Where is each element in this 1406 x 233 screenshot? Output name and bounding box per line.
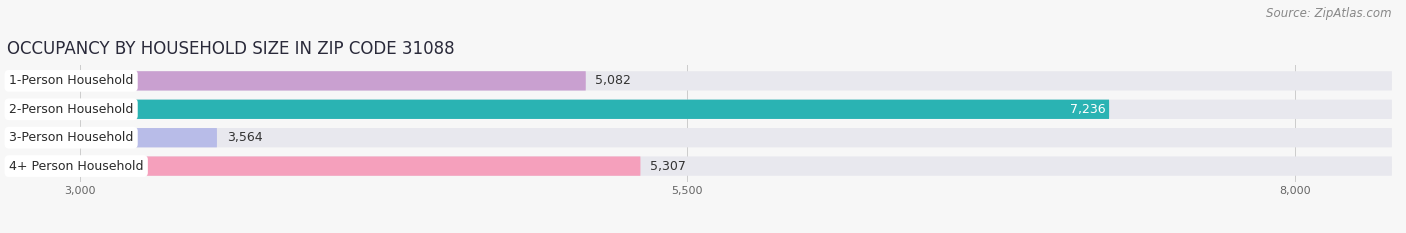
Text: 5,082: 5,082 <box>596 74 631 87</box>
Text: 3-Person Household: 3-Person Household <box>8 131 134 144</box>
FancyBboxPatch shape <box>7 156 1392 176</box>
FancyBboxPatch shape <box>7 71 1392 91</box>
FancyBboxPatch shape <box>7 128 217 147</box>
Text: 4+ Person Household: 4+ Person Household <box>8 160 143 173</box>
FancyBboxPatch shape <box>7 100 1392 119</box>
FancyBboxPatch shape <box>7 100 1109 119</box>
Text: 3,564: 3,564 <box>226 131 263 144</box>
Text: 5,307: 5,307 <box>650 160 686 173</box>
FancyBboxPatch shape <box>7 128 1392 147</box>
FancyBboxPatch shape <box>7 71 586 91</box>
Text: OCCUPANCY BY HOUSEHOLD SIZE IN ZIP CODE 31088: OCCUPANCY BY HOUSEHOLD SIZE IN ZIP CODE … <box>7 40 454 58</box>
Text: Source: ZipAtlas.com: Source: ZipAtlas.com <box>1267 7 1392 20</box>
FancyBboxPatch shape <box>7 156 641 176</box>
Text: 2-Person Household: 2-Person Household <box>8 103 134 116</box>
Text: 1-Person Household: 1-Person Household <box>8 74 134 87</box>
Text: 7,236: 7,236 <box>1070 103 1105 116</box>
